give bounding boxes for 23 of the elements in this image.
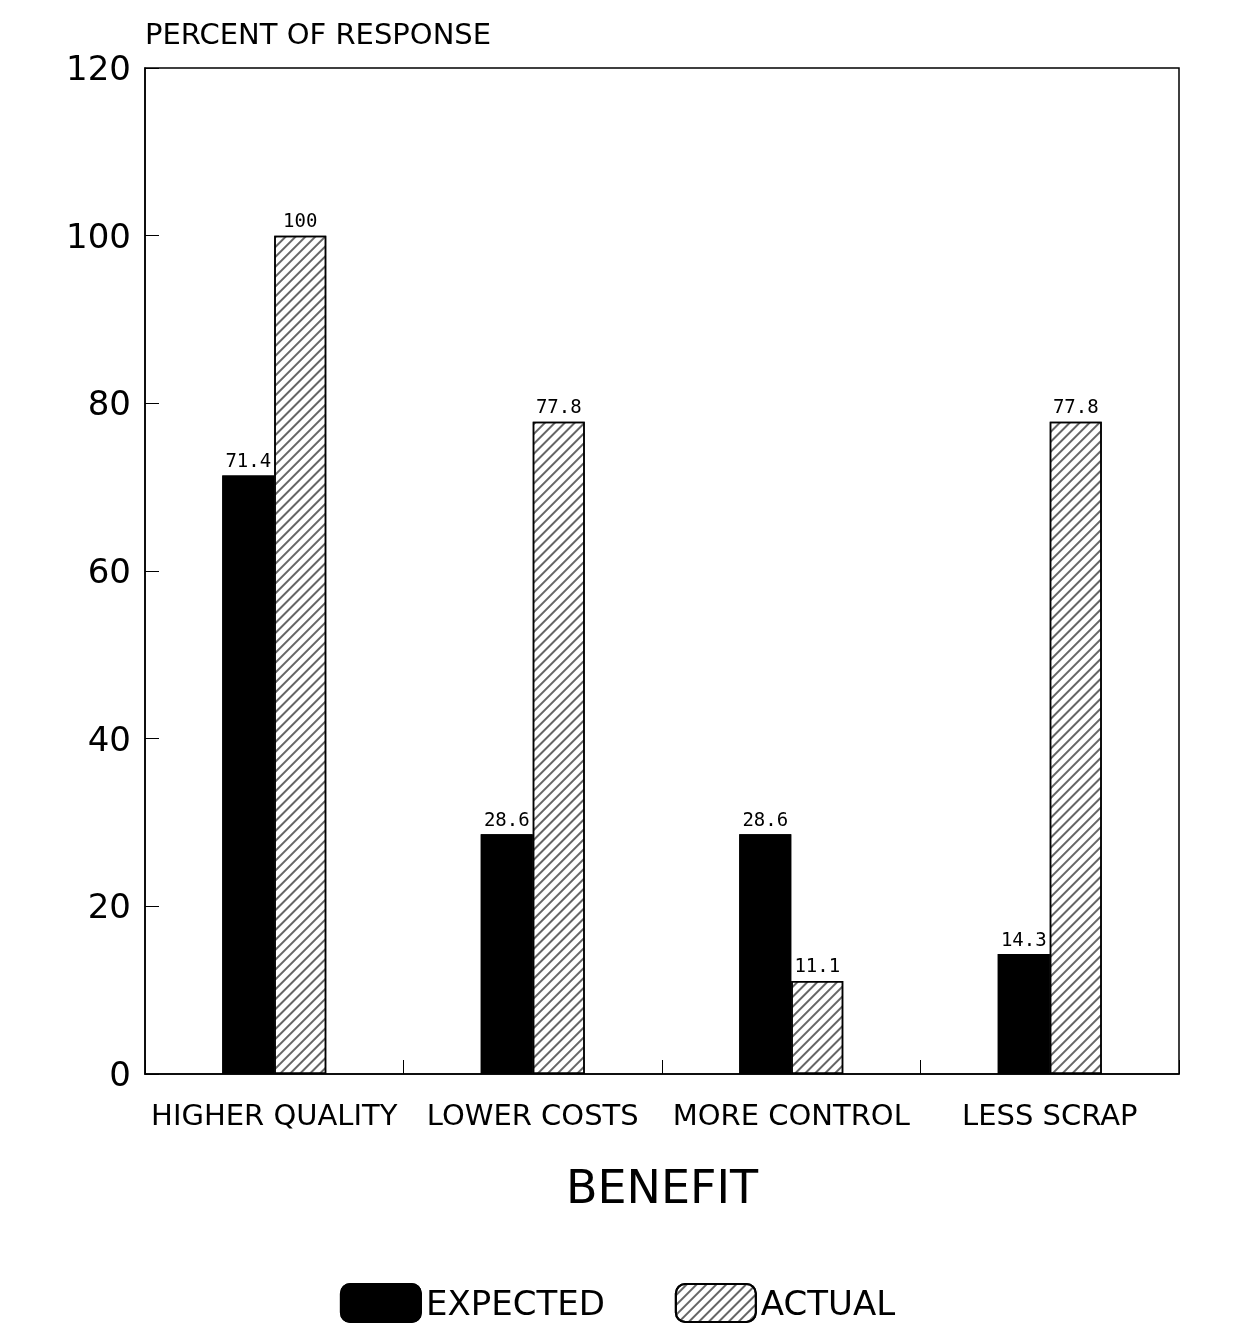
- y-axis-title: PERCENT OF RESPONSE: [145, 16, 492, 51]
- data-label: 77.8: [535, 395, 582, 418]
- data-label: 28.6: [483, 807, 530, 830]
- x-tick-label: HIGHER QUALITY: [151, 1097, 398, 1132]
- data-label: 77.8: [1052, 395, 1099, 418]
- data-label: 28.6: [742, 807, 789, 830]
- data-label: 14.3: [1000, 927, 1047, 950]
- y-tick-label: 60: [87, 551, 131, 591]
- y-tick-label: 20: [87, 886, 131, 927]
- data-label: 71.4: [225, 448, 272, 471]
- x-tick-label: MORE CONTROL: [672, 1097, 910, 1132]
- data-label: 11.1: [794, 954, 841, 977]
- y-tick-label: 0: [109, 1054, 131, 1094]
- y-tick-label: 40: [87, 718, 131, 759]
- y-tick-label: 120: [66, 48, 131, 88]
- legend-label: ACTUAL: [760, 1283, 896, 1323]
- x-tick-label: LOWER COSTS: [426, 1097, 639, 1132]
- x-tick-label: LESS SCRAP: [962, 1097, 1138, 1132]
- x-axis-title: BENEFIT: [565, 1160, 759, 1214]
- legend-label: EXPECTED: [425, 1283, 605, 1323]
- y-tick-label: 80: [87, 383, 131, 424]
- data-label: 100: [283, 209, 318, 232]
- y-tick-label: 100: [66, 215, 131, 256]
